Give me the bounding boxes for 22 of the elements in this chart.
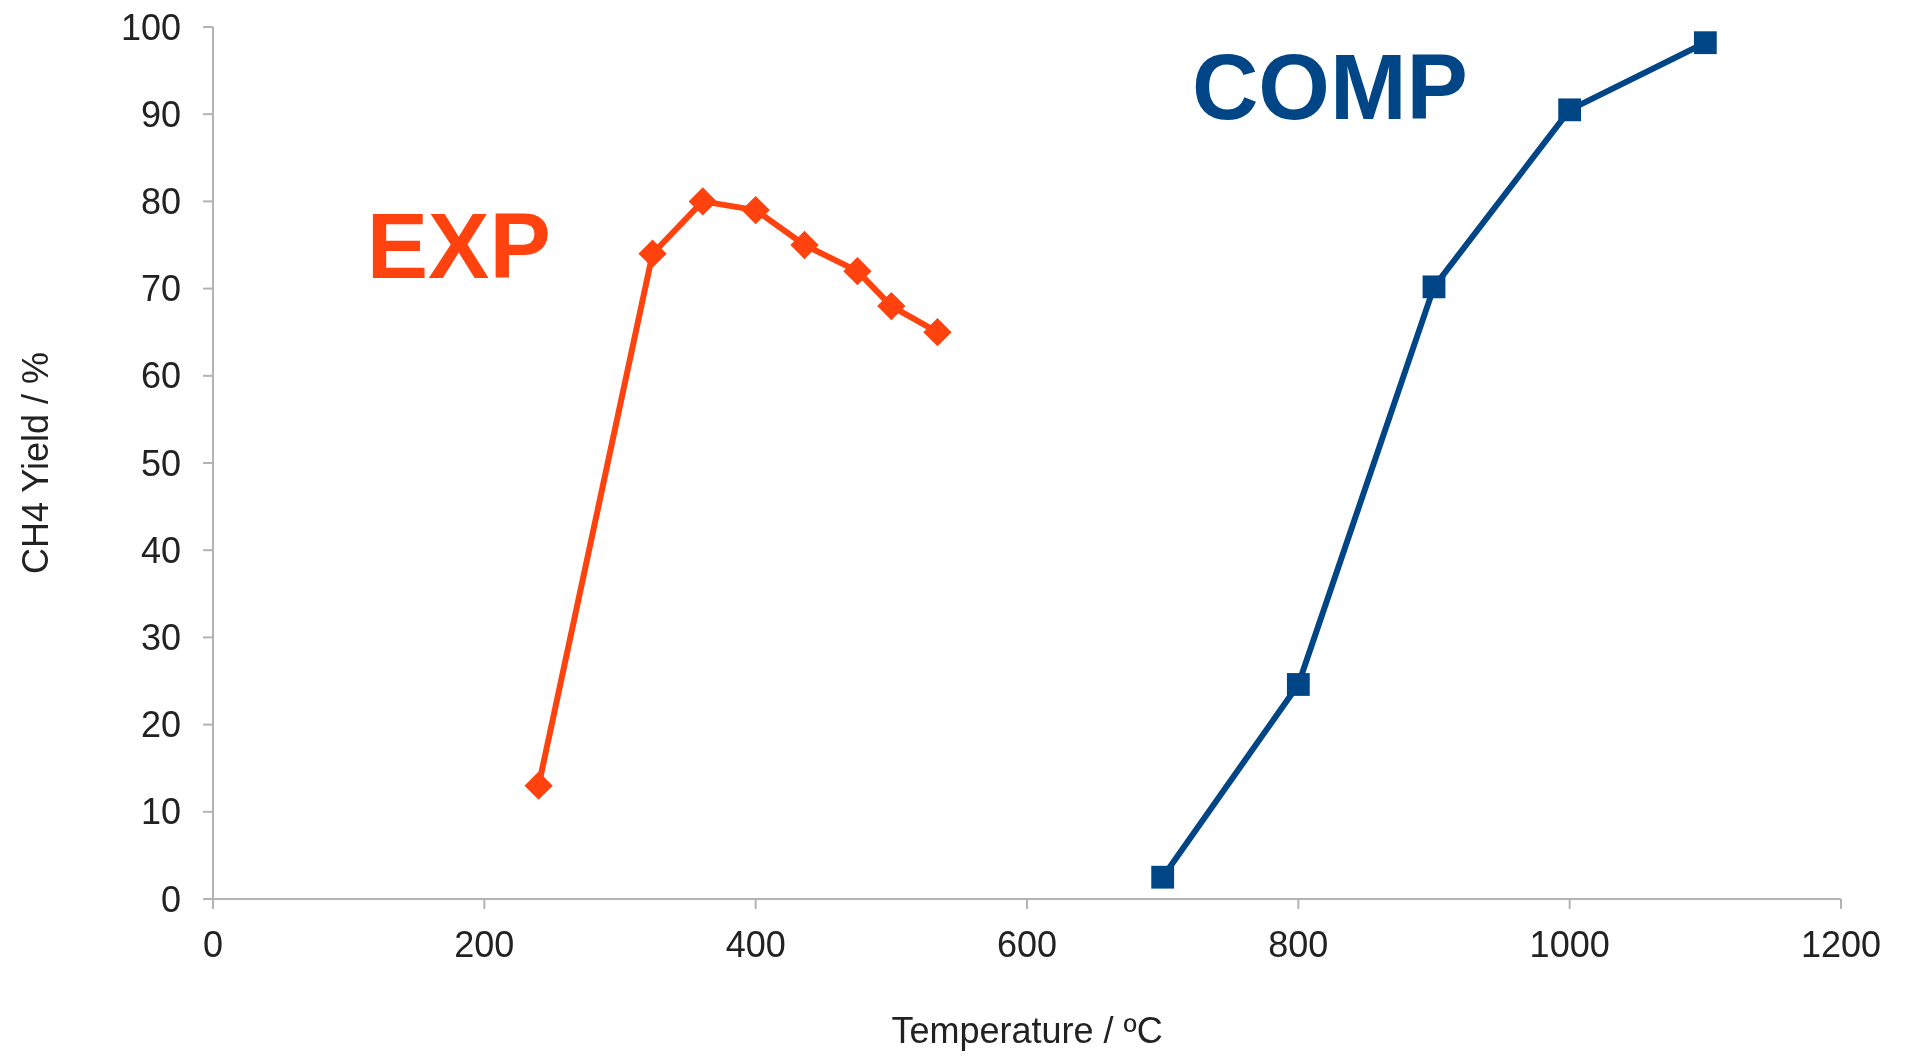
y-tick-label: 30: [140, 616, 181, 658]
x-axis-title: Temperature / ºC: [891, 1010, 1163, 1051]
y-tick-label: 70: [140, 268, 181, 310]
x-tick-label: 200: [454, 924, 515, 965]
x-tick-label: 1200: [1800, 924, 1882, 965]
y-tick-label: 20: [140, 704, 181, 746]
x-tick-label: 800: [1268, 924, 1329, 965]
series-label: EXP: [366, 195, 551, 298]
x-tick-label: 400: [725, 924, 786, 965]
x-tick-label: 600: [996, 924, 1058, 965]
y-tick-label: 80: [140, 180, 181, 222]
y-tick-label: 50: [140, 442, 181, 484]
y-axis-title: CH4 Yield / %: [15, 351, 56, 575]
y-tick-label: 100: [120, 6, 181, 48]
y-tick-label: 90: [140, 93, 181, 135]
y-tick-label: 10: [140, 791, 181, 833]
y-tick-label: 60: [140, 355, 181, 397]
x-tick-label: 0: [202, 924, 224, 965]
y-tick-label: 40: [140, 529, 181, 571]
x-tick-label: 1000: [1529, 924, 1610, 965]
series-label: COMP: [1191, 36, 1468, 139]
y-tick-label: 0: [160, 878, 181, 920]
